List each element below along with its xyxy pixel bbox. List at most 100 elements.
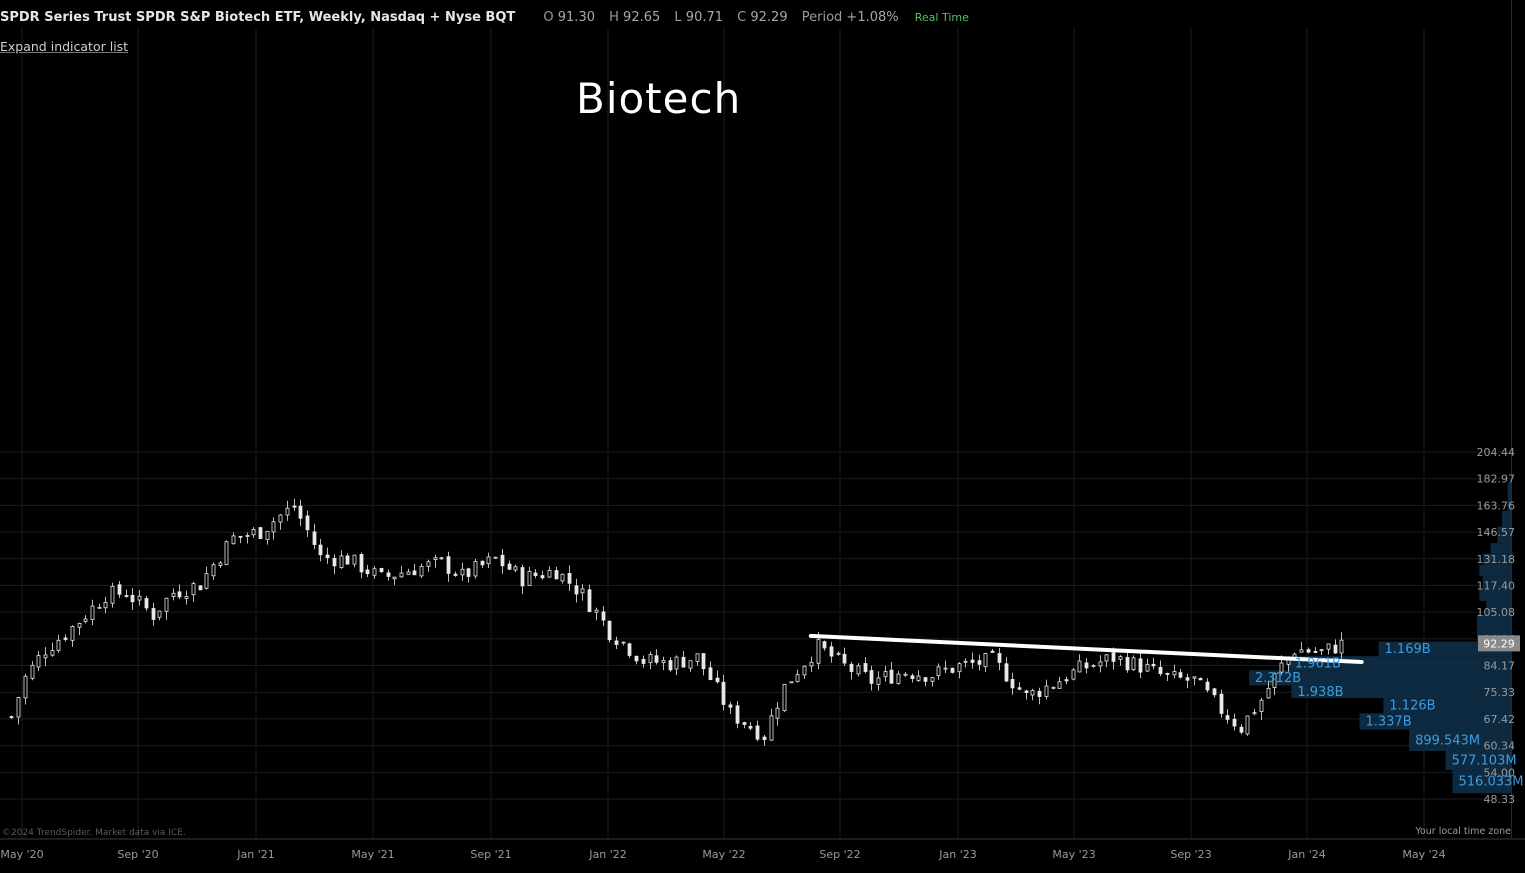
low-label: L (674, 10, 682, 25)
high-value: 92.65 (623, 10, 661, 25)
candle-body (1111, 652, 1116, 662)
candle-body (231, 535, 236, 545)
candle-body (674, 656, 679, 670)
candle-body (198, 585, 203, 591)
symbol-title: SPDR Series Trust SPDR S&P Biotech ETF, … (0, 10, 516, 25)
time-tick-label: Sep '23 (1170, 848, 1211, 861)
high-label: H (609, 10, 619, 25)
candle-body (164, 597, 169, 612)
candle-body (339, 555, 344, 568)
candle-body (292, 505, 297, 508)
price-tick-label: 60.34 (1484, 740, 1516, 753)
candle-body (103, 601, 108, 609)
candle-body (829, 646, 834, 657)
candle-body (654, 655, 659, 663)
volume-profile-bar (1359, 713, 1511, 730)
volume-profile-bar (1486, 601, 1511, 615)
candle-body (1239, 726, 1244, 733)
candle-body (1198, 678, 1203, 681)
candle-body (426, 561, 431, 567)
time-tick-label: May '23 (1052, 848, 1095, 861)
candle-body (1077, 660, 1082, 673)
candle-body (1205, 681, 1210, 691)
candle-body (1138, 658, 1143, 673)
candle-body (1192, 676, 1197, 679)
candle-body (204, 573, 209, 589)
candle-body (500, 554, 505, 567)
candle-body (990, 650, 995, 653)
candle-body (224, 541, 229, 566)
candle-body (16, 697, 21, 718)
price-tick-label: 182.97 (1477, 473, 1516, 486)
candle-body (298, 505, 303, 519)
open-label: O (543, 10, 554, 25)
candle-body (782, 683, 787, 712)
resistance-trendline[interactable] (808, 633, 1364, 665)
volume-profile-bar (1497, 526, 1511, 544)
period-label: Period (801, 10, 843, 25)
candle-body (218, 562, 223, 566)
candle-body (1118, 656, 1123, 660)
candle-body (849, 663, 854, 672)
candle-body (728, 704, 733, 708)
candle-body (527, 570, 532, 586)
volume-profile-bar (1479, 564, 1511, 577)
candle-body (916, 675, 921, 681)
volume-profile-bar (1490, 543, 1511, 554)
candle-body (171, 592, 176, 597)
candle-body (715, 677, 720, 683)
candle-body (124, 595, 129, 597)
time-tick-label: Sep '20 (117, 848, 158, 861)
candle-body (816, 638, 821, 664)
price-tick-label: 48.33 (1484, 793, 1516, 806)
candle-body (910, 675, 915, 679)
candle-body (1299, 649, 1304, 653)
candle-body (439, 557, 444, 560)
candle-body (238, 535, 243, 538)
volume-profile (1249, 482, 1511, 794)
candle-body (560, 573, 565, 582)
candle-body (285, 507, 290, 516)
candle-body (372, 568, 377, 576)
expand-indicator-list-link[interactable]: Expand indicator list (0, 39, 129, 54)
candle-body (493, 556, 498, 559)
candle-body (983, 653, 988, 668)
candlestick-series (9, 498, 1344, 746)
price-axis[interactable]: 204.44 182.97 163.76 146.57 131.18 117.40 105.… (1477, 446, 1521, 806)
price-tick-label: 204.44 (1477, 446, 1516, 459)
candle-body (574, 585, 579, 595)
candle-body (950, 667, 955, 673)
time-tick-label: Jan '23 (938, 848, 976, 861)
candle-body (930, 677, 935, 682)
candle-body (594, 609, 599, 613)
trendline-layer (808, 633, 1364, 665)
candle-body (1158, 667, 1163, 675)
candle-body (742, 722, 747, 725)
candle-body (43, 654, 48, 659)
candle-body (77, 622, 82, 628)
chart-header: SPDR Series Trust SPDR S&P Biotech ETF, … (0, 10, 969, 30)
candle-body (379, 568, 384, 573)
price-tick-label: 75.33 (1484, 686, 1516, 699)
candle-body (1279, 662, 1284, 673)
candle-body (963, 660, 968, 663)
time-axis[interactable]: May '20 Sep '20 Jan '21 May '21 Sep '21 Jan '… (0, 848, 1445, 861)
volume-profile-bar (1507, 482, 1511, 511)
low-value: 90.71 (685, 10, 724, 25)
timezone-label[interactable]: Your local time zone (1415, 826, 1511, 837)
candle-body (305, 515, 310, 531)
time-tick-label: May '24 (1402, 848, 1445, 861)
time-tick-label: May '21 (351, 848, 394, 861)
annotation-title[interactable]: Biotech (576, 74, 742, 123)
volume-profile-bar (1409, 729, 1511, 752)
volume-profile-bar (1501, 510, 1511, 527)
candle-body (520, 567, 525, 587)
time-tick-label: Sep '22 (819, 848, 860, 861)
candle-body (1131, 657, 1136, 670)
candle-body (842, 653, 847, 664)
candle-body (802, 665, 807, 676)
price-tick-label: 146.57 (1477, 526, 1516, 539)
candle-body (352, 554, 357, 565)
candle-body (755, 725, 760, 740)
